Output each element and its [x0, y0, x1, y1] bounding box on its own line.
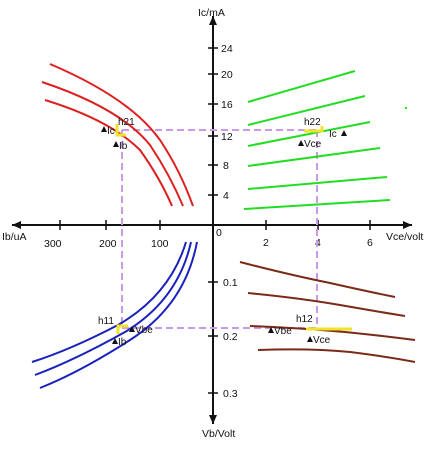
h21-ib-label: Ib	[119, 141, 128, 152]
feedback-curves	[239, 261, 416, 363]
ic-tick-16: 16	[221, 99, 233, 111]
ic-axis-label: Ic/mA	[198, 7, 225, 19]
parameter-highlights	[115, 124, 352, 334]
ic-tick-8: 8	[223, 160, 229, 172]
ib-ticks	[59, 220, 161, 230]
annotation-markers	[101, 126, 347, 344]
vb-tick-0-2: 0.2	[223, 331, 238, 343]
h11-label: h11	[98, 316, 114, 327]
ib-axis-label: Ib/uA	[2, 231, 27, 243]
h22-ic-label: Ic	[329, 129, 337, 140]
ic-tick-24: 24	[221, 43, 233, 55]
h11-ib-label: Ib	[118, 337, 127, 348]
vb-tick-0-1: 0.1	[223, 277, 238, 289]
h22-label: h22	[304, 117, 321, 128]
h12-vbe-label: Vbe	[274, 326, 292, 337]
current-gain-curves	[41, 63, 194, 207]
ic-tick-12: 12	[221, 131, 233, 143]
h21-label: h21	[118, 117, 135, 128]
origin-label: 0	[216, 227, 222, 239]
h22-vce-label: Vce	[304, 139, 322, 150]
h11-vbe-label: Vbe	[135, 325, 153, 336]
vb-tick-0-3: 0.3	[223, 388, 238, 400]
h12-vce-label: Vce	[313, 335, 331, 346]
vb-axis-label: Vb/Volt	[202, 428, 235, 440]
vce-tick-6: 6	[367, 237, 373, 249]
input-characteristic-curves	[31, 241, 198, 389]
ic-ticks	[208, 47, 218, 196]
vce-axis-label: Vce/volt	[386, 231, 423, 243]
vb-ticks	[208, 281, 218, 394]
vce-tick-2: 2	[263, 237, 269, 249]
h12-label: h12	[296, 314, 313, 325]
ic-tick-4: 4	[223, 190, 229, 202]
guide-lines	[121, 129, 318, 329]
h21-ic-label: Ic	[107, 126, 115, 137]
output-characteristic-curves	[243, 70, 391, 210]
ib-tick-300: 300	[44, 238, 62, 250]
ib-tick-200: 200	[99, 238, 117, 250]
ib-tick-100: 100	[151, 238, 169, 250]
ic-tick-20: 20	[221, 69, 233, 81]
